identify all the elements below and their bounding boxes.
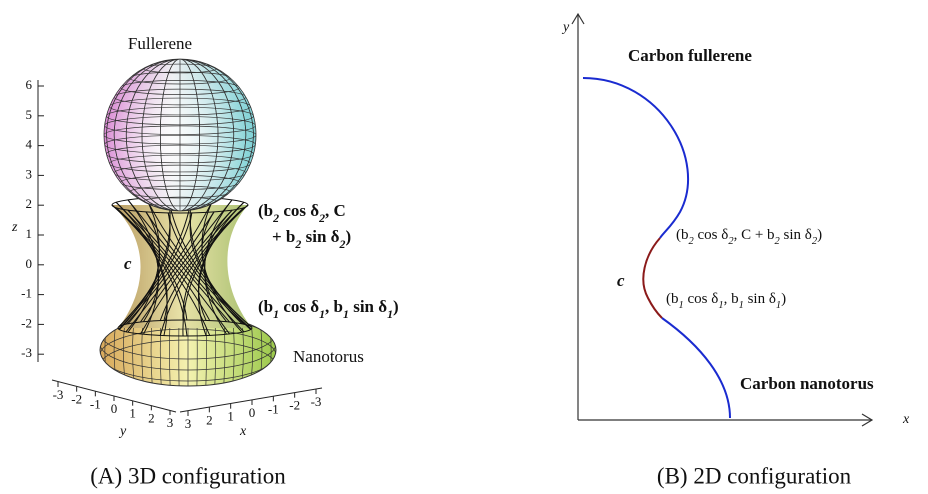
x-tick-label: -1 [268, 401, 279, 416]
label-part: (b [258, 201, 273, 220]
upper-point-label: (b2 cos δ2, C [258, 201, 346, 225]
label-part: ) [345, 227, 351, 246]
x-tick-label: 1 [227, 409, 234, 424]
nanotorus-label: Carbon nanotorus [740, 374, 874, 393]
label-part: (b [258, 297, 273, 316]
y-tick-label: 1 [129, 406, 136, 421]
fullerene-sphere [104, 59, 256, 211]
z-tick-label: 4 [26, 137, 33, 152]
label-part: cos δ [694, 227, 729, 243]
label-part: , C + b [734, 227, 775, 243]
fullerene-label: Fullerene [128, 34, 192, 53]
label-part: ) [817, 227, 822, 243]
nanotorus-curve [662, 318, 730, 418]
lower-point-label: (b1 cos δ1, b1 sin δ1) [258, 297, 399, 321]
label-part: (b [666, 291, 679, 307]
label-part: cos δ [279, 201, 319, 220]
z-tick-label: 1 [26, 226, 33, 241]
z-tick-label: -2 [21, 315, 32, 330]
label-part: sin δ [301, 227, 339, 246]
y-tick-label: 2 [148, 410, 155, 425]
label-part: sin δ [780, 227, 812, 243]
z-tick-label: 2 [26, 196, 33, 211]
curve-label: c [617, 271, 625, 290]
fullerene-label: Carbon fullerene [628, 46, 752, 65]
nanotorus-label: Nanotorus [293, 347, 364, 366]
y-axis-label: y [561, 20, 570, 35]
z-tick-label: 3 [26, 166, 33, 181]
label-part: ) [393, 297, 399, 316]
y-tick-label: 0 [111, 401, 118, 416]
y-tick-label: -2 [71, 392, 82, 407]
fullerene-curve [583, 78, 688, 238]
z-tick-label: 0 [26, 256, 33, 271]
figure: Fullerene Nanotorus z y x c (b2 cos δ2, … [0, 0, 928, 494]
label-part: cos δ [279, 297, 319, 316]
y-tick-label: -3 [53, 387, 64, 402]
subscript: 2 [272, 211, 279, 225]
y-tick-label: 3 [167, 415, 174, 430]
z-tick-label: 5 [26, 107, 33, 122]
label-part: sin δ [349, 297, 387, 316]
x-tick-label: -2 [289, 398, 300, 413]
curve-label: c [124, 254, 132, 273]
z-tick-label: -1 [21, 286, 32, 301]
subscript: 2 [294, 237, 301, 251]
label-part: , b [325, 297, 343, 316]
label-part: cos δ [684, 291, 719, 307]
subscript: 2 [318, 211, 325, 225]
caption: (A) 3D configuration [90, 463, 286, 488]
label-part: sin δ [744, 291, 776, 307]
z-tick-label: -3 [21, 345, 32, 360]
z-axis-label: z [11, 220, 18, 235]
label-part: + b [272, 227, 295, 246]
label-part: , b [724, 291, 739, 307]
x-tick-label: 3 [185, 416, 192, 431]
label-part: ) [781, 291, 786, 307]
x-tick-label: 0 [249, 405, 256, 420]
lower-point-label: (b1 cos δ1, b1 sin δ1) [666, 291, 786, 310]
upper-point-label: (b2 cos δ2, C + b2 sin δ2) [676, 227, 822, 246]
subscript: 2 [338, 237, 345, 251]
y-axis-label: y [118, 424, 127, 439]
x-tick-label: -3 [311, 394, 322, 409]
z-tick-label: 6 [26, 77, 33, 92]
upper-point-label: + b2 sin δ2) [272, 227, 351, 251]
label-part: , C [325, 201, 346, 220]
connecting-curve [643, 238, 662, 318]
y-tick-label: -1 [90, 396, 101, 411]
x-axis-label: x [239, 424, 247, 439]
label-part: (b [676, 227, 689, 243]
caption: (B) 2D configuration [657, 463, 852, 488]
x-tick-label: 2 [206, 412, 213, 427]
x-axis-label: x [902, 412, 910, 427]
